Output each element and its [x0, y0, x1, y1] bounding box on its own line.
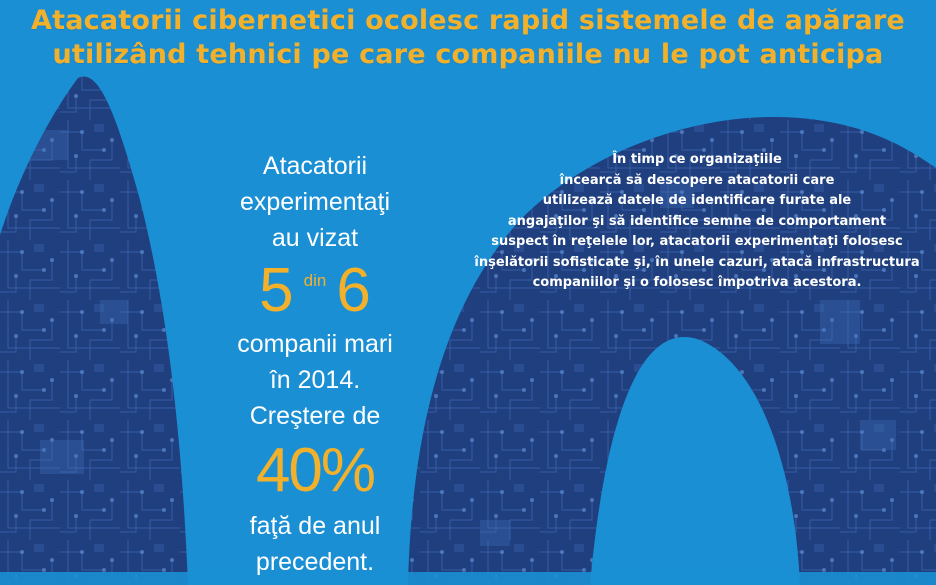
right-line-2: încearcă să descopere atacatorii care: [559, 172, 835, 188]
left-line-5: în 2014.: [269, 366, 361, 394]
stat-ratio: 5 din 6: [222, 256, 408, 326]
right-line-5: suspect în reţelele lor, atacatorii expe…: [491, 234, 903, 249]
right-line-6: înşelătorii sofisticate şi, în unele caz…: [474, 254, 920, 270]
left-line-7: faţă de anul: [249, 512, 381, 540]
stat-percent: 40%: [255, 436, 376, 505]
left-line-3: au vizat: [271, 224, 359, 252]
title-line-2: utilizând tehnici pe care companiile nu …: [52, 39, 884, 70]
left-line-2: experimentaţi: [239, 188, 391, 216]
right-line-3: utilizează datele de identificare furate…: [542, 193, 852, 208]
left-line-4: companii mari: [237, 330, 393, 358]
right-line-4: angajaţilor şi să identifice semne de co…: [507, 213, 887, 229]
left-line-6: Creştere de: [249, 402, 381, 430]
title-line-1: Atacatorii cibernetici ocolesc rapid sis…: [31, 5, 905, 36]
left-line-1: Atacatorii: [262, 152, 368, 180]
right-line-7: companiilor şi o folosesc împotriva aces…: [532, 275, 862, 290]
right-panel: În timp ce organizaţiile încearcă să des…: [462, 150, 932, 294]
right-line-1: În timp ce organizaţiile: [612, 152, 782, 167]
left-line-8: precedent.: [255, 548, 375, 576]
left-panel: Atacatorii experimentaţi au vizat 5 din …: [222, 148, 408, 580]
page-title: Atacatorii cibernetici ocolesc rapid sis…: [0, 4, 936, 72]
stat-num-2: 6: [336, 256, 371, 325]
stat-din: din: [303, 271, 327, 290]
stat-num-1: 5: [259, 256, 294, 325]
